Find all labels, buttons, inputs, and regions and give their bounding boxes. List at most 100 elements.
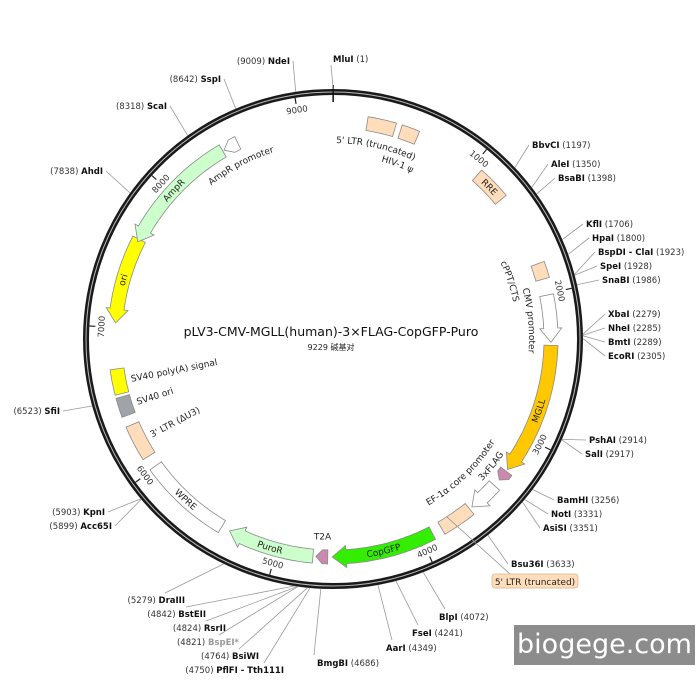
tick-mark xyxy=(135,478,141,483)
site-name: Bsu36I xyxy=(511,560,544,570)
site-label: BlpI (4072) xyxy=(439,613,489,623)
site-leader-line xyxy=(185,585,295,608)
site-label: NotI (3331) xyxy=(551,510,602,520)
site-position: (1800) xyxy=(614,234,645,244)
tick-mark xyxy=(565,287,572,291)
site-name: NdeI xyxy=(268,57,290,67)
site-leader-line xyxy=(532,489,555,501)
site-name: AhdI xyxy=(81,167,103,177)
site-label: BspDI - ClaI (1923) xyxy=(598,248,684,258)
tick-mark xyxy=(429,556,433,563)
tick-label: 6000 xyxy=(134,464,155,487)
site-name: AarI xyxy=(386,644,406,654)
site-leader-line xyxy=(114,499,142,527)
site-nhei: NheI (2285) xyxy=(582,324,661,336)
feature-3-ltr-u3: 3' LTR (ΔU3) xyxy=(125,406,202,461)
site-bsiwi: (4764) BsiWI xyxy=(201,587,308,662)
site-leader-line xyxy=(536,177,556,195)
feature-shape xyxy=(437,502,475,535)
site-scai: (8318) ScaI xyxy=(116,102,189,136)
site-name: BsaBI xyxy=(558,174,585,184)
site-label: (8642) SspI xyxy=(170,75,221,85)
site-leader-line xyxy=(238,587,308,650)
site-label: (4750) PflFI - Tth111I xyxy=(185,666,284,676)
site-position: (4072) xyxy=(458,613,489,623)
site-label: (4842) BstEII xyxy=(147,610,206,620)
feature-ori: ori xyxy=(105,235,146,324)
feature-shape xyxy=(397,124,421,145)
site-position: (5899) xyxy=(49,522,80,532)
site-leader-line xyxy=(263,587,311,664)
feature-mgll: MGLL xyxy=(505,344,559,471)
feature-shape xyxy=(149,461,227,534)
feature-label: SV40 poly(A) signal xyxy=(130,358,218,385)
site-name: SpeI xyxy=(600,262,621,272)
site-name: RsrII xyxy=(204,624,226,634)
site-name: BmtI xyxy=(608,338,631,348)
site-leader-line xyxy=(562,223,584,240)
feature-shape xyxy=(229,526,315,564)
site-position: (5279) xyxy=(128,596,159,606)
site-name: BlpI xyxy=(439,613,458,623)
site-position: (4824) xyxy=(173,624,204,634)
feature-shape xyxy=(497,466,513,481)
site-sfii: (6523) SfiI xyxy=(13,405,93,417)
feature-shape xyxy=(115,394,136,418)
restriction-sites: MluI (1) BbvCI (1197) AleI (1350) BsaBI (13… xyxy=(13,55,684,676)
feature-shape xyxy=(109,367,130,396)
site-pflfi-tth111i: (4750) PflFI - Tth111I xyxy=(185,587,311,676)
site-label: MluI (1) xyxy=(333,55,368,65)
tick-label: 7000 xyxy=(97,316,108,338)
feature-label: 3' LTR (ΔU3) xyxy=(149,406,202,440)
site-name: SnaBI xyxy=(602,276,630,286)
site-leader-line xyxy=(524,499,549,515)
site-leader-line xyxy=(313,588,322,656)
site-name: BsiWI xyxy=(232,652,259,662)
site-label: AsiSI (3351) xyxy=(543,524,598,534)
site-name: MluI xyxy=(333,55,354,65)
site-position: (1350) xyxy=(569,160,600,170)
site-leader-line xyxy=(422,571,446,610)
feature-shape xyxy=(538,293,563,344)
site-position: (8642) xyxy=(170,75,201,85)
site-label: BmgBI (4686) xyxy=(317,659,379,669)
site-name: XbaI xyxy=(608,310,630,320)
site-leader-line xyxy=(107,498,141,513)
site-label: (8318) ScaI xyxy=(116,102,167,112)
site-leader-line xyxy=(582,335,606,343)
site-alei: AleI (1350) xyxy=(531,160,600,188)
site-bbvci: BbvCI (1197) xyxy=(514,141,590,168)
site-label: AleI (1350) xyxy=(551,160,600,170)
site-bsabi: BsaBI (1398) xyxy=(536,174,616,195)
site-name: BstEII xyxy=(178,610,206,620)
site-bspei: (4821) BspEI* xyxy=(177,586,299,648)
watermark: biogege.com xyxy=(514,625,695,665)
site-position: (8318) xyxy=(116,102,147,112)
site-rsrii: (4824) RsrII xyxy=(173,586,298,634)
site-leader-line xyxy=(330,64,334,90)
site-label: EcoRI (2305) xyxy=(608,352,665,362)
site-position: (2285) xyxy=(630,324,661,334)
site-name: NotI xyxy=(551,510,571,520)
feature-ampr-promoter: AmpR promoter xyxy=(207,136,275,188)
site-name: EcoRI xyxy=(608,352,634,362)
feature-label: CMV promoter xyxy=(520,287,536,354)
site-leader-line xyxy=(223,78,237,109)
site-hpai: HpaI (1800) xyxy=(567,234,645,255)
site-position: (3331) xyxy=(571,510,602,520)
site-position: (1923) xyxy=(653,248,684,258)
site-label: BamHI (3256) xyxy=(557,496,619,506)
site-position: (6523) xyxy=(13,407,44,417)
feature-cppt-cts: cPPT/CTS xyxy=(498,260,550,303)
site-ndei: (9009) NdeI xyxy=(237,57,297,92)
site-mlui: MluI (1) xyxy=(330,55,368,90)
tick-label: 9000 xyxy=(286,104,309,117)
feature-shape xyxy=(125,421,156,461)
tick-label: 1000 xyxy=(467,149,490,170)
feature-copgfp: CopGFP xyxy=(331,526,437,569)
site-name: ScaI xyxy=(147,102,167,112)
site-name: DraIII xyxy=(159,596,185,606)
site-position: (2914) xyxy=(616,436,647,446)
site-name: FseI xyxy=(412,629,432,639)
